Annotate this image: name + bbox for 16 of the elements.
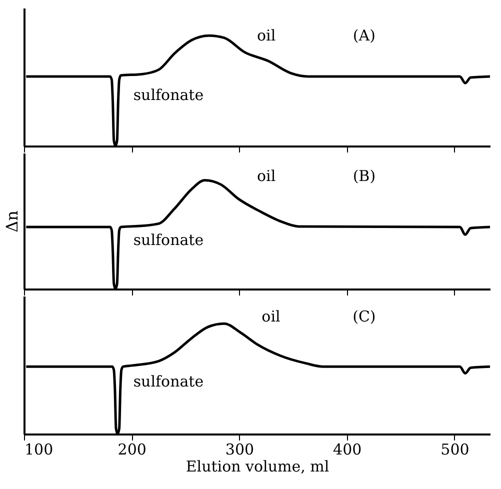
x-tick-label: 300 <box>225 440 254 458</box>
x-axis-title: Elution volume, ml <box>186 458 330 476</box>
annotation: sulfonate <box>133 372 204 391</box>
x-tick-label: 400 <box>333 440 362 458</box>
x-tick-label: 500 <box>440 440 470 458</box>
annotation: sulfonate <box>133 86 204 104</box>
x-tick-label: 100 <box>24 440 54 458</box>
annotation: oil <box>262 308 280 326</box>
annotation: sulfonate <box>133 231 204 250</box>
annotation: (B) <box>352 167 376 186</box>
x-tick-label: 200 <box>118 440 146 458</box>
annotation: oil <box>257 26 276 45</box>
annotation: oil <box>257 167 276 186</box>
y-axis-title: Δn <box>2 210 22 232</box>
annotation: (C) <box>352 308 376 326</box>
annotation: (A) <box>352 26 376 45</box>
